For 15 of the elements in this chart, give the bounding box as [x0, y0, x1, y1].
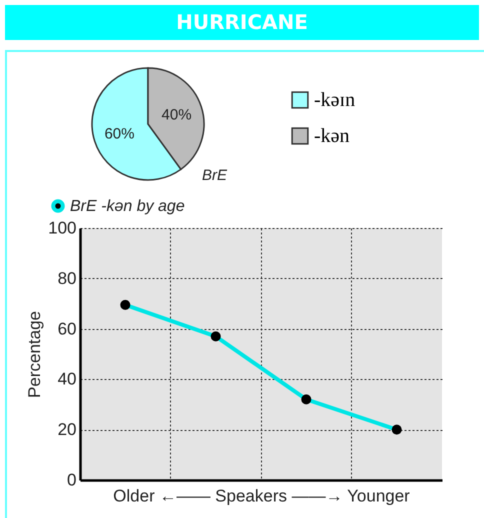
data-label: 60%	[104, 125, 134, 142]
y-tick-label: 100	[48, 218, 76, 238]
legend-label: BrE -kən by age	[70, 198, 185, 215]
legend-label: -kəɪn	[314, 89, 356, 111]
x-axis-title: Older ←—— Speakers ——→ Younger	[113, 486, 410, 506]
data-label: 40%	[162, 106, 192, 124]
y-tick-label: 0	[67, 470, 76, 490]
y-tick-label: 60	[58, 319, 76, 338]
y-tick-label: 80	[58, 268, 76, 288]
y-tick-label: 20	[58, 420, 76, 440]
legend-label: -kən	[314, 125, 350, 147]
chart-title: HURRICANE	[5, 5, 479, 40]
y-axis-title: Percentage	[25, 311, 44, 398]
text: BrE	[202, 167, 228, 184]
y-tick-label: 40	[58, 370, 76, 389]
